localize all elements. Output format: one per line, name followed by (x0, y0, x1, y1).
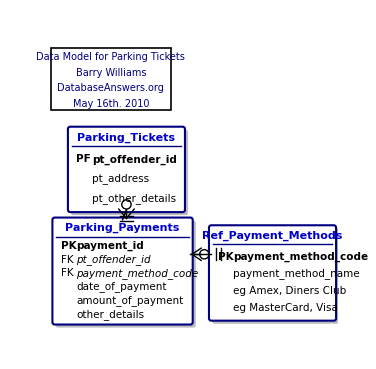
Text: Parking_Payments: Parking_Payments (65, 223, 180, 234)
FancyBboxPatch shape (68, 127, 185, 212)
Text: FK: FK (61, 268, 74, 278)
Text: Barry Williams: Barry Williams (76, 68, 146, 78)
Text: PK: PK (61, 241, 77, 251)
Text: Parking_Tickets: Parking_Tickets (77, 132, 176, 142)
Text: Data Model for Parking Tickets: Data Model for Parking Tickets (36, 52, 185, 62)
Text: amount_of_payment: amount_of_payment (76, 295, 184, 306)
Text: payment_method_code: payment_method_code (76, 268, 199, 279)
Text: DatabaseAnswers.org: DatabaseAnswers.org (58, 83, 164, 93)
Text: other_details: other_details (76, 308, 145, 320)
Text: pt_offender_id: pt_offender_id (76, 254, 151, 265)
Text: pt_other_details: pt_other_details (92, 193, 176, 204)
Text: eg MasterCard, Visa: eg MasterCard, Visa (233, 303, 338, 313)
Text: date_of_payment: date_of_payment (76, 282, 167, 292)
Text: FK: FK (61, 255, 74, 265)
Text: PK: PK (217, 252, 233, 262)
Text: May 16th. 2010: May 16th. 2010 (73, 99, 149, 108)
Text: Ref_Payment_Methods: Ref_Payment_Methods (202, 231, 343, 241)
Text: payment_id: payment_id (76, 241, 144, 251)
Text: pt_address: pt_address (92, 173, 149, 184)
Text: pt_offender_id: pt_offender_id (92, 154, 177, 165)
FancyBboxPatch shape (209, 225, 336, 321)
FancyBboxPatch shape (52, 218, 193, 324)
Text: payment_method_name: payment_method_name (233, 268, 359, 279)
Text: eg Amex, Diners Club: eg Amex, Diners Club (233, 286, 346, 296)
FancyBboxPatch shape (56, 221, 196, 328)
FancyBboxPatch shape (212, 228, 339, 324)
Text: payment_method_code: payment_method_code (233, 251, 368, 262)
FancyBboxPatch shape (71, 130, 188, 215)
FancyBboxPatch shape (51, 48, 171, 110)
Text: PF: PF (76, 155, 91, 165)
